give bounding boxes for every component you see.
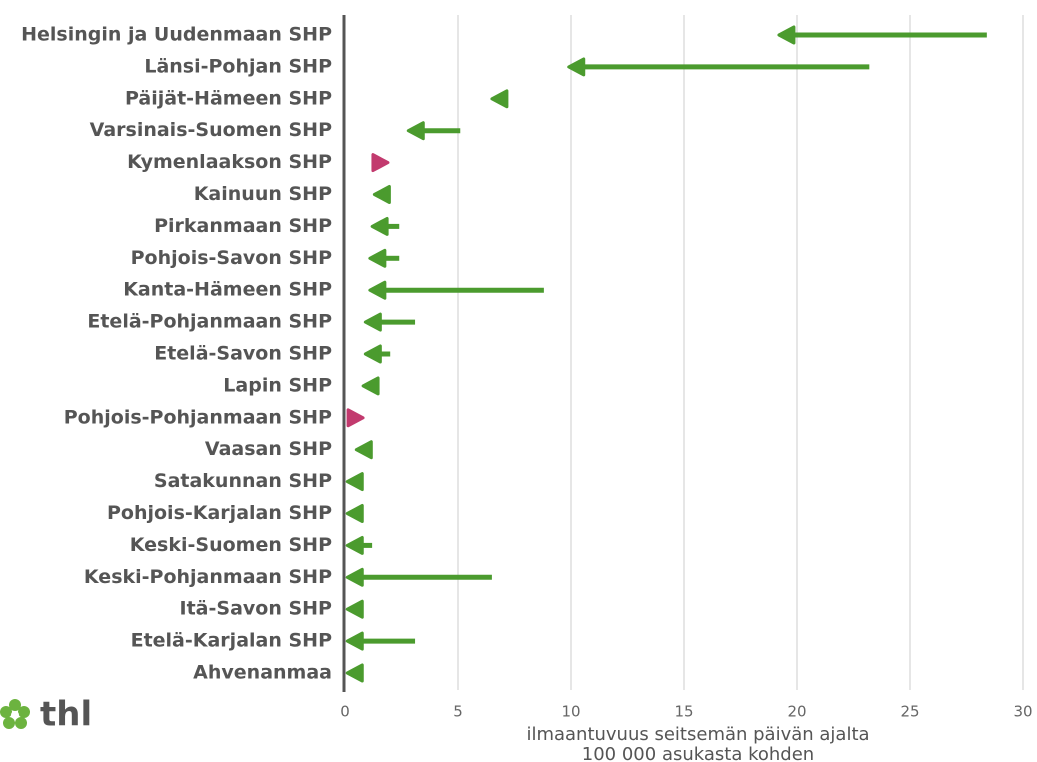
arrow-head bbox=[363, 312, 382, 332]
arrow-head bbox=[345, 599, 364, 619]
arrow-head bbox=[368, 248, 387, 268]
arrow bbox=[345, 599, 364, 619]
arrow bbox=[363, 344, 391, 364]
y-tick-label: Päijät-Hämeen SHP bbox=[125, 87, 332, 109]
logo-text: thl bbox=[40, 695, 92, 735]
y-tick-label: Vaasan SHP bbox=[205, 438, 332, 460]
y-tick-label: Pohjois-Karjalan SHP bbox=[107, 502, 332, 524]
arrow-head bbox=[345, 535, 364, 555]
y-tick-label: Etelä-Pohjanmaan SHP bbox=[87, 311, 332, 333]
y-tick-label: Kainuun SHP bbox=[194, 183, 332, 205]
x-tick-label: 10 bbox=[561, 703, 580, 721]
arrow-head bbox=[345, 567, 364, 587]
x-tick-label: 15 bbox=[674, 703, 693, 721]
arrow bbox=[345, 535, 373, 555]
y-tick-label: Pirkanmaan SHP bbox=[154, 215, 332, 237]
y-tick-label: Keski-Suomen SHP bbox=[130, 534, 332, 556]
y-tick-label: Keski-Pohjanmaan SHP bbox=[84, 566, 332, 588]
arrow-head bbox=[346, 408, 365, 428]
arrow bbox=[354, 440, 373, 460]
arrow-head bbox=[371, 153, 390, 173]
arrow-head bbox=[406, 121, 425, 141]
arrow-head bbox=[354, 440, 373, 460]
y-tick-label: Etelä-Savon SHP bbox=[154, 343, 332, 365]
arrow-head bbox=[777, 25, 796, 45]
arrow-head bbox=[567, 57, 586, 77]
arrow bbox=[368, 248, 400, 268]
y-tick-label: Kymenlaakson SHP bbox=[127, 151, 332, 173]
x-tick-label: 25 bbox=[900, 703, 919, 721]
arrow-head bbox=[368, 280, 387, 300]
x-tick-label: 0 bbox=[340, 703, 350, 721]
arrow bbox=[345, 631, 416, 651]
y-tick-label: Pohjois-Pohjanmaan SHP bbox=[64, 406, 332, 428]
y-tick-label: Länsi-Pohjan SHP bbox=[144, 55, 332, 77]
arrow bbox=[361, 376, 380, 396]
arrow-head bbox=[345, 472, 364, 492]
arrow bbox=[345, 504, 364, 523]
y-tick-label: Ahvenanmaa bbox=[193, 662, 332, 684]
x-axis-label: ilmaantuvuus seitsemän päivän ajalta bbox=[526, 724, 869, 745]
x-tick-label: 30 bbox=[1013, 703, 1032, 721]
arrow bbox=[406, 121, 461, 141]
arrow-head bbox=[363, 344, 382, 364]
y-tick-label: Helsingin ja Uudenmaan SHP bbox=[21, 24, 332, 46]
y-tick-label: Lapin SHP bbox=[223, 374, 332, 396]
arrow bbox=[345, 567, 492, 587]
y-tick-label: Varsinais-Suomen SHP bbox=[90, 119, 332, 141]
x-tick-label: 20 bbox=[787, 703, 806, 721]
arrow-head bbox=[361, 376, 380, 396]
y-tick-label: Pohjois-Savon SHP bbox=[131, 247, 332, 269]
arrow bbox=[368, 280, 544, 300]
arrow-head bbox=[370, 216, 389, 236]
x-tick-label: 5 bbox=[453, 703, 463, 721]
arrow-head bbox=[372, 185, 391, 204]
arrow-head bbox=[345, 631, 364, 651]
logo-icon bbox=[0, 699, 30, 729]
arrow-head bbox=[345, 663, 364, 683]
arrow bbox=[490, 89, 509, 109]
arrow bbox=[370, 216, 400, 236]
y-tick-label: Etelä-Karjalan SHP bbox=[131, 630, 332, 652]
y-tick-label: Satakunnan SHP bbox=[154, 470, 332, 492]
arrow-head bbox=[490, 89, 509, 109]
arrow bbox=[345, 663, 364, 683]
y-tick-label: Kanta-Hämeen SHP bbox=[123, 279, 332, 301]
arrow bbox=[371, 153, 390, 173]
arrow bbox=[363, 312, 416, 332]
arrow bbox=[777, 25, 987, 45]
y-tick-label: Itä-Savon SHP bbox=[180, 598, 333, 620]
arrow bbox=[345, 472, 364, 492]
x-axis-label: 100 000 asukasta kohden bbox=[582, 744, 814, 762]
arrow bbox=[346, 408, 365, 428]
arrow-head bbox=[345, 504, 364, 523]
arrow bbox=[372, 185, 391, 204]
arrow bbox=[567, 57, 870, 77]
